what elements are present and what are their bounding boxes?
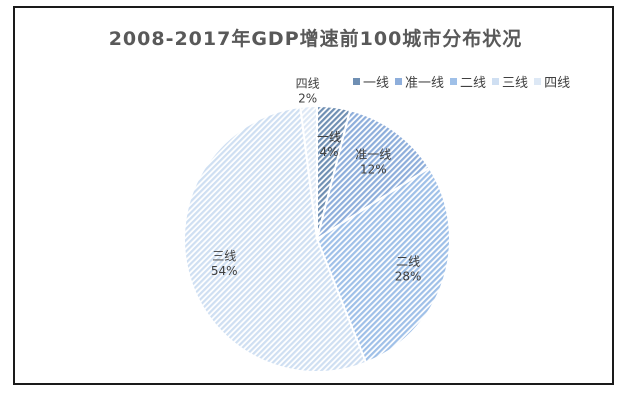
legend-label-quasi-tier1: 准一线 xyxy=(405,76,445,91)
pie-slice-tier3 xyxy=(183,105,368,373)
legend-label-tier1: 一线 xyxy=(363,76,390,91)
chart-legend: 一线 准一线 二线 三线 四线 xyxy=(353,72,570,91)
legend-label-tier2: 二线 xyxy=(460,76,487,91)
legend-item-tier2: 二线 xyxy=(450,72,486,91)
legend-item-tier3: 三线 xyxy=(492,72,528,91)
pie-slice-quasi-tier1 xyxy=(315,108,431,242)
chart-title: 2008-2017年GDP增速前100城市分布状况 xyxy=(108,28,523,50)
legend-swatch-tier2 xyxy=(450,78,458,85)
legend-item-tier1: 一线 xyxy=(353,72,389,91)
pie-slices xyxy=(183,104,451,373)
slice-label-value-tier3: 54% xyxy=(211,264,238,278)
legend-item-quasi-tier1: 准一线 xyxy=(395,72,444,91)
slice-label-name-tier2: 二线 xyxy=(396,255,420,269)
legend-swatch-tier4 xyxy=(534,78,542,85)
slice-label-value-tier4: 2% xyxy=(298,91,317,105)
slice-label-value-tier1: 4% xyxy=(319,145,338,159)
pie-slice-tier4 xyxy=(299,104,318,240)
slice-label-name-tier1: 一线 xyxy=(317,130,341,144)
legend-swatch-quasi-tier1 xyxy=(395,78,403,85)
legend-item-tier4: 四线 xyxy=(534,72,570,91)
slice-label-name-quasi-tier1: 准一线 xyxy=(355,148,391,162)
slice-label-name-tier3: 三线 xyxy=(212,249,236,263)
legend-label-tier4: 四线 xyxy=(544,76,571,91)
legend-swatch-tier1 xyxy=(353,78,360,85)
legend-swatch-tier3 xyxy=(492,78,500,85)
chart-frame: 2008-2017年GDP增速前100城市分布状况 一线 准一线 二线 三线 四… xyxy=(13,6,614,385)
slice-label-value-quasi-tier1: 12% xyxy=(360,163,387,177)
legend-label-tier3: 三线 xyxy=(502,76,529,91)
slice-label-name-tier4: 四线 xyxy=(296,76,320,90)
slice-label-value-tier2: 28% xyxy=(395,270,422,284)
pie-slice-tier2 xyxy=(315,166,451,364)
